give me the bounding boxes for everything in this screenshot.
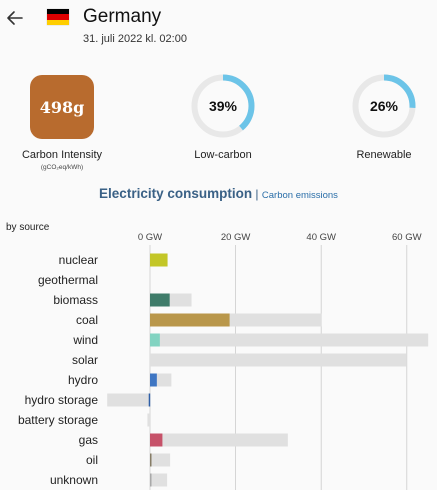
capacity-bar-gas [150, 433, 288, 447]
production-bar-unknown [150, 473, 152, 487]
category-label-oil: oil [86, 453, 98, 467]
capacity-bar-oil [150, 453, 171, 467]
category-label-gas: gas [79, 433, 98, 447]
title-separator: | [255, 187, 259, 201]
category-label-battery-storage: battery storage [18, 413, 98, 427]
back-arrow-icon[interactable] [5, 8, 25, 28]
production-bar-nuclear [150, 253, 168, 267]
capacity-bar-hydro-storage [107, 393, 150, 407]
capacity-bar-wind [150, 333, 429, 347]
x-tick-label-3: 60 GW [392, 232, 422, 243]
category-label-coal: coal [76, 313, 98, 327]
production-bar-oil [150, 453, 152, 467]
carbon-intensity-badge[interactable]: 498g [30, 75, 94, 139]
production-bar-gas [150, 433, 163, 447]
category-label-solar: solar [72, 353, 98, 367]
capacity-bar-unknown [150, 473, 168, 487]
country-title: Germany [83, 6, 162, 27]
production-bar-hydro [150, 373, 157, 387]
renewable-value: 26% [369, 98, 399, 114]
production-bar-biomass [150, 293, 170, 307]
germany-flag-icon [47, 9, 69, 25]
category-label-hydro-storage: hydro storage [25, 393, 99, 407]
production-bar-wind [150, 333, 160, 347]
carbon-intensity-unit: (gCO₂eq/kWh) [40, 164, 84, 171]
renewable-gauge[interactable] [351, 73, 417, 139]
electricity-consumption-title: Electricity consumption [99, 186, 253, 201]
x-tick-label-2: 40 GW [306, 232, 336, 243]
carbon-intensity-label: Carbon Intensity [21, 149, 103, 161]
renewable-label: Renewable [356, 149, 412, 161]
carbon-emissions-link[interactable]: Carbon emissions [261, 190, 338, 201]
x-tick-label-1: 20 GW [221, 232, 251, 243]
low-carbon-label: Low-carbon [194, 149, 252, 161]
x-tick-label-0: 0 GW [138, 232, 162, 243]
category-label-wind: wind [72, 333, 98, 347]
low-carbon-value: 39% [208, 98, 238, 114]
by-source-label: by source [6, 222, 50, 233]
category-label-nuclear: nuclear [59, 253, 98, 267]
section-header: Electricity consumption | Carbon emissio… [0, 186, 437, 201]
category-label-hydro: hydro [68, 373, 98, 387]
production-bar-hydro-storage [148, 393, 151, 407]
low-carbon-gauge[interactable] [190, 73, 256, 139]
capacity-bar-solar [150, 353, 407, 367]
category-label-unknown: unknown [50, 473, 98, 487]
capacity-bar-battery-storage [147, 413, 150, 427]
category-label-geothermal: geothermal [38, 273, 98, 287]
category-label-biomass: biomass [53, 293, 98, 307]
datetime: 31. juli 2022 kl. 02:00 [83, 33, 187, 45]
consumption-by-source-chart: 0 GW 20 GW 40 GW 60 GW nuclear geothermal biom… [18, 232, 429, 490]
production-bar-coal [150, 313, 230, 327]
